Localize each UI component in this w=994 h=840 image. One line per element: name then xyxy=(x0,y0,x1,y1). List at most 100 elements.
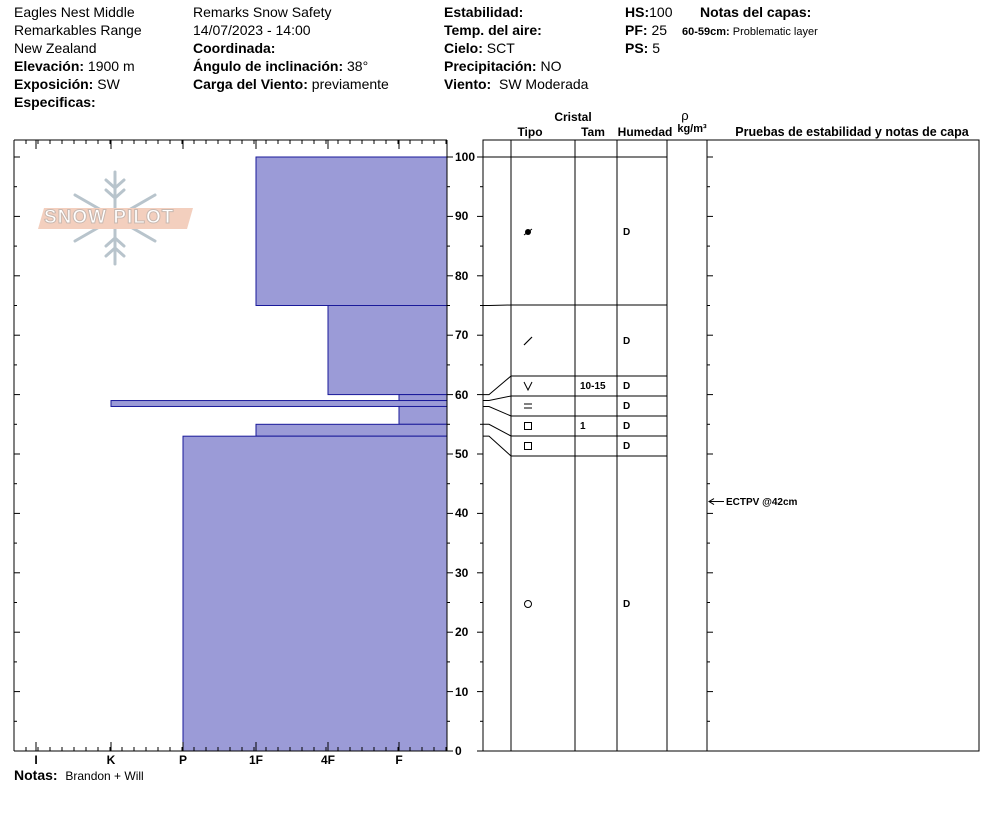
air-temp-label: Temp. del aire: xyxy=(444,22,542,38)
grain-faceted-icon xyxy=(524,442,532,450)
sky-field: Cielo: SCT xyxy=(444,40,515,56)
density-unit: kg/m³ xyxy=(677,123,707,135)
hardness-bar xyxy=(398,394,448,402)
layer-note: 60-59cm: Problematic layer xyxy=(682,24,818,40)
depth-tick-label: 10 xyxy=(455,684,469,699)
observation-datetime: 14/07/2023 - 14:00 xyxy=(193,22,311,38)
windload-label: Carga del Viento: xyxy=(193,76,308,92)
table-frame xyxy=(482,139,980,752)
layer-note-text: Problematic layer xyxy=(732,26,818,38)
depth-connector xyxy=(483,304,512,306)
hardness-tick-label: K xyxy=(106,753,116,767)
ps-value: 5 xyxy=(652,40,661,56)
windload-field: Carga del Viento: previamente xyxy=(193,76,389,92)
layer-moisture: D xyxy=(623,421,631,432)
hardness-tick-label: F xyxy=(395,753,403,767)
size-header: Tam xyxy=(581,125,605,139)
crystal-header: Cristal xyxy=(554,110,592,124)
aspect-label: Exposición: xyxy=(14,76,94,92)
hardness-bar xyxy=(255,423,448,437)
elevation-field: Elevación: 1900 m xyxy=(14,58,135,74)
hardness-bar xyxy=(255,156,448,306)
depth-tick-label: 70 xyxy=(455,328,469,343)
pf-value: 25 xyxy=(651,22,668,38)
layer-moisture: D xyxy=(623,599,631,610)
hardness-tick-label: 4F xyxy=(320,753,335,767)
slope-label: Ángulo de inclinación: xyxy=(193,58,344,74)
elevation-value: 1900 m xyxy=(87,58,135,74)
stability-test-note: ECTPV @42cm xyxy=(726,496,798,508)
grain-surface-hoar-icon xyxy=(523,381,533,392)
hardness-bar xyxy=(398,405,448,425)
layer-moisture: D xyxy=(623,227,631,238)
hardness-tick-label: P xyxy=(178,753,187,767)
density-symbol: ρ xyxy=(681,108,689,123)
slope-value: 38° xyxy=(347,58,369,74)
layer-notes-label: Notas del capas: xyxy=(700,4,812,20)
depth-connector xyxy=(483,395,512,402)
hs-value: 100 xyxy=(649,4,673,20)
elevation-label: Elevación: xyxy=(14,58,85,74)
logo-text: SNOW PILOT xyxy=(43,207,175,229)
depth-tick-label: 20 xyxy=(455,625,469,640)
specifics-label: Especificas: xyxy=(14,94,96,110)
tests-header: Pruebas de estabilidad y notas de capa xyxy=(735,125,969,139)
coordinate-label: Coordinada: xyxy=(193,40,276,56)
depth-tick-label: 30 xyxy=(455,565,469,580)
layer-size: 1 xyxy=(580,421,586,432)
depth-tick-label: 90 xyxy=(455,209,469,224)
sky-value: SCT xyxy=(486,40,515,56)
hardness-bar xyxy=(110,400,448,407)
hardness-bar xyxy=(327,305,448,396)
grain-faceted-icon xyxy=(524,422,532,430)
depth-connector xyxy=(483,375,512,396)
hardness-tick-label: 1F xyxy=(248,753,263,767)
depth-connector xyxy=(483,435,512,457)
hardness-tick-label: I xyxy=(34,753,38,767)
precip-value: NO xyxy=(540,58,562,74)
layer-moisture: D xyxy=(623,381,631,392)
layer-moisture: D xyxy=(623,336,631,347)
notes-label: Notas: xyxy=(14,767,58,783)
depth-tick-label: 60 xyxy=(455,387,469,402)
precip-label: Precipitación: xyxy=(444,58,537,74)
precip-field: Precipitación: NO xyxy=(444,58,561,74)
sky-label: Cielo: xyxy=(444,40,483,56)
layer-note-range: 60-59cm: xyxy=(682,26,730,38)
hardness-bar xyxy=(182,435,448,752)
location-name: Eagles Nest Middle xyxy=(14,4,135,20)
range-name: Remarkables Range xyxy=(14,22,142,38)
depth-tick-label: 100 xyxy=(455,150,476,164)
grain-fragment-icon xyxy=(523,336,533,346)
depth-tick-label: 80 xyxy=(455,268,469,283)
depth-tick-label: 0 xyxy=(455,744,462,758)
depth-tick-label: 50 xyxy=(455,447,469,461)
pf-field: PF: 25 xyxy=(625,22,667,38)
slope-field: Ángulo de inclinación: 38° xyxy=(193,58,368,74)
hs-field: HS:100 xyxy=(625,4,672,20)
aspect-field: Exposición: SW xyxy=(14,76,120,92)
depth-connector xyxy=(483,423,512,437)
observer-name: Remarks Snow Safety xyxy=(193,4,332,20)
wind-field: Viento: SW Moderada xyxy=(444,76,588,92)
windload-value: previamente xyxy=(311,76,389,92)
layer-size: 10-15 xyxy=(580,381,606,392)
stability-label: Estabilidad: xyxy=(444,4,524,20)
depth-tick-label: 40 xyxy=(455,506,469,521)
country-name: New Zealand xyxy=(14,40,97,56)
layer-moisture: D xyxy=(623,401,631,412)
aspect-value: SW xyxy=(97,76,120,92)
layer-moisture: D xyxy=(623,441,631,452)
ps-field: PS: 5 xyxy=(625,40,660,56)
grain-precip-icon xyxy=(523,228,533,236)
ps-label: PS: xyxy=(625,40,649,56)
test-arrow-head xyxy=(708,498,715,505)
moisture-header: Humedad xyxy=(617,125,673,139)
wind-value: SW Moderada xyxy=(498,76,589,92)
grain-rounded-icon xyxy=(524,600,532,608)
notes-text: Brandon + Will xyxy=(65,769,144,783)
wind-label: Viento: xyxy=(444,76,492,92)
pf-label: PF: xyxy=(625,22,648,38)
type-header: Tipo xyxy=(517,125,543,139)
